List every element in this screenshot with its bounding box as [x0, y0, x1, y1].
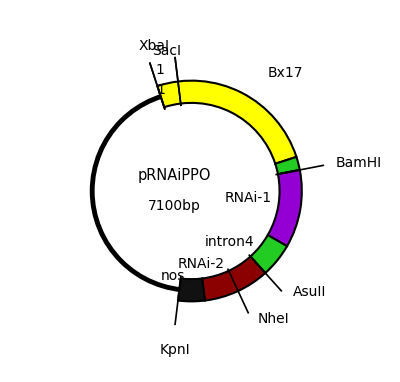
- Wedge shape: [202, 256, 265, 301]
- Text: RNAi-2: RNAi-2: [177, 257, 224, 272]
- Wedge shape: [157, 81, 296, 164]
- Text: 7100bp: 7100bp: [148, 199, 201, 214]
- Wedge shape: [178, 278, 205, 301]
- Text: Bx17: Bx17: [268, 66, 303, 80]
- Text: XbaI: XbaI: [139, 39, 170, 53]
- Wedge shape: [275, 157, 300, 174]
- Wedge shape: [250, 235, 287, 273]
- Text: 1: 1: [156, 83, 165, 97]
- Text: KpnI: KpnI: [160, 343, 190, 357]
- Text: 1: 1: [156, 63, 164, 77]
- Text: RNAi-1: RNAi-1: [224, 191, 272, 205]
- Text: NheI: NheI: [258, 312, 289, 327]
- Text: AsuII: AsuII: [293, 285, 326, 299]
- Text: BamHI: BamHI: [335, 156, 381, 170]
- Text: nos: nos: [161, 269, 186, 283]
- Wedge shape: [268, 170, 302, 246]
- Text: intron4: intron4: [204, 235, 254, 249]
- Text: SacI: SacI: [152, 44, 181, 58]
- Text: pRNAiPPO: pRNAiPPO: [138, 168, 211, 183]
